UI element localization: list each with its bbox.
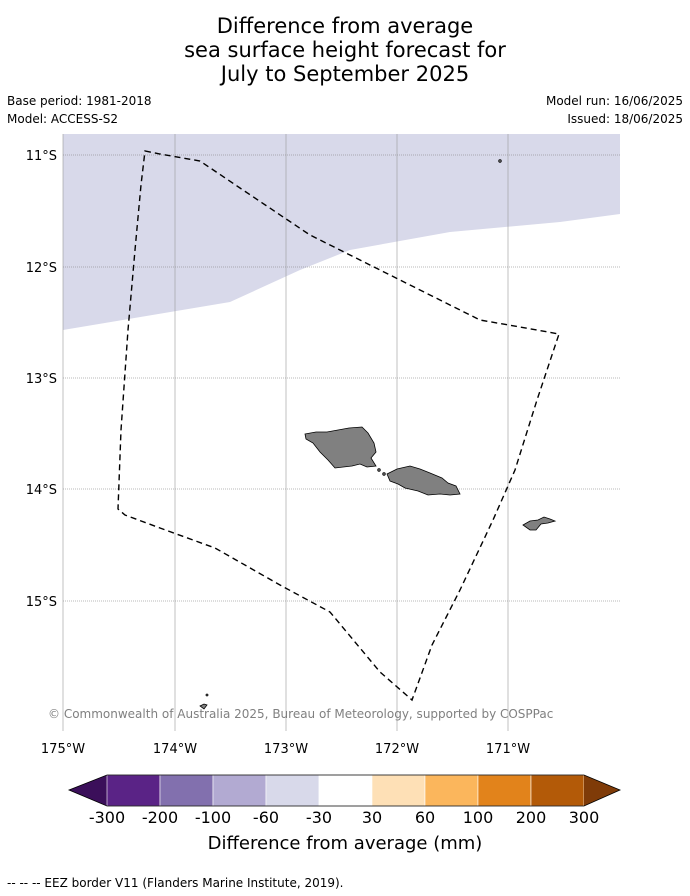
islet-south-west-2	[205, 693, 209, 697]
colorbar-label: Difference from average (mm)	[207, 833, 483, 854]
eez-border	[117, 150, 560, 702]
colorbar-seg-4	[265, 774, 320, 807]
colorbar-tick-10: 300	[569, 808, 600, 827]
islet-rose	[498, 159, 502, 163]
lat-label-12: 12°S	[26, 261, 57, 276]
eez-legend-note: -- -- -- EEZ border V11 (Flanders Marine…	[7, 876, 344, 890]
lon-label-171: 171°W	[486, 742, 530, 757]
island-apolima	[377, 468, 381, 472]
lat-label-14: 14°S	[26, 483, 57, 498]
colorbar-tick-5: -30	[306, 808, 332, 827]
title-line-3: July to September 2025	[220, 62, 470, 86]
colorbar-seg-5	[318, 774, 373, 807]
colorbar-tick-3: -100	[195, 808, 231, 827]
colorbar-tick-4: -60	[253, 808, 279, 827]
island-savaii	[304, 426, 377, 469]
colorbar-tick-1: -300	[89, 808, 125, 827]
issued-date: Issued: 18/06/2025	[567, 112, 683, 126]
colorbar-extend-high	[584, 775, 620, 806]
lat-label-13: 13°S	[26, 372, 57, 387]
title-line-2: sea surface height forecast for	[184, 38, 506, 62]
lon-label-174: 174°W	[153, 742, 197, 757]
colorbar-seg-2	[159, 774, 214, 807]
lon-label-175: 175°W	[41, 742, 85, 757]
anomaly-shaded-region	[63, 134, 620, 330]
colorbar-tick-6: 30	[362, 808, 382, 827]
lat-label-15: 15°S	[26, 595, 57, 610]
lon-label-173: 173°W	[264, 742, 308, 757]
colorbar-seg-7	[424, 774, 479, 807]
colorbar-seg-3	[212, 774, 267, 807]
island-tutuila	[522, 516, 557, 531]
copyright-note: © Commonwealth of Australia 2025, Bureau…	[48, 707, 553, 721]
forecast-map: 11°S 12°S 13°S 14°S 15°S 175°W 174°W 173…	[26, 134, 622, 827]
colorbar-tick-2: -200	[142, 808, 178, 827]
title-line-1: Difference from average	[216, 14, 474, 38]
islet-south-west	[199, 703, 208, 710]
colorbar-seg-1	[106, 774, 161, 807]
model-name: Model: ACCESS-S2	[7, 112, 119, 126]
colorbar-seg-9	[530, 774, 585, 807]
colorbar-tick-7: 60	[415, 808, 435, 827]
colorbar-extend-low	[69, 775, 107, 806]
lon-label-172: 172°W	[375, 742, 419, 757]
island-upolu	[386, 465, 461, 496]
colorbar-seg-6	[371, 774, 426, 807]
colorbar-seg-8	[477, 774, 532, 807]
gridlines	[62, 134, 620, 731]
model-run: Model run: 16/06/2025	[545, 94, 683, 108]
lat-label-11: 11°S	[26, 149, 57, 164]
colorbar-tick-8: 100	[463, 808, 494, 827]
map-title: Difference from average sea surface heig…	[0, 14, 690, 86]
colorbar-outline	[67, 774, 622, 807]
colorbar-tick-9: 200	[516, 808, 547, 827]
island-manono	[382, 472, 386, 476]
colorbar: -300 -200 -100 -60 -30 30 60 100 200 300	[67, 774, 622, 827]
base-period: Base period: 1981-2018	[7, 94, 152, 108]
